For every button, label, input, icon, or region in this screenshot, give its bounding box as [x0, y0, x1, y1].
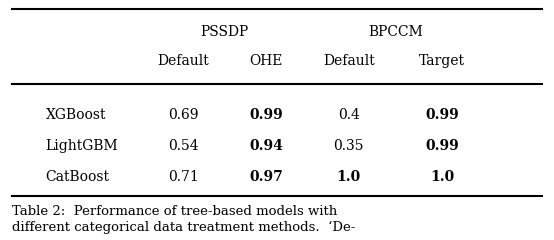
Text: 0.99: 0.99	[425, 108, 459, 122]
Text: 0.99: 0.99	[249, 108, 283, 122]
Text: 0.97: 0.97	[249, 170, 283, 184]
Text: Default: Default	[157, 54, 209, 68]
Text: PSSDP: PSSDP	[201, 25, 249, 39]
Text: Table 2:  Performance of tree-based models with
different categorical data treat: Table 2: Performance of tree-based model…	[12, 205, 356, 234]
Text: XGBoost: XGBoost	[45, 108, 106, 122]
Text: 0.4: 0.4	[338, 108, 360, 122]
Text: BPCCM: BPCCM	[368, 25, 423, 39]
Text: 0.54: 0.54	[168, 139, 198, 153]
Text: 1.0: 1.0	[430, 170, 454, 184]
Text: 0.71: 0.71	[168, 170, 199, 184]
Text: 0.99: 0.99	[425, 139, 459, 153]
Text: 0.69: 0.69	[168, 108, 198, 122]
Text: 0.35: 0.35	[334, 139, 364, 153]
Text: CatBoost: CatBoost	[45, 170, 110, 184]
Text: 1.0: 1.0	[336, 170, 361, 184]
Text: 0.94: 0.94	[249, 139, 283, 153]
Text: OHE: OHE	[249, 54, 283, 68]
Text: LightGBM: LightGBM	[45, 139, 118, 153]
Text: Default: Default	[323, 54, 375, 68]
Text: Target: Target	[419, 54, 465, 68]
